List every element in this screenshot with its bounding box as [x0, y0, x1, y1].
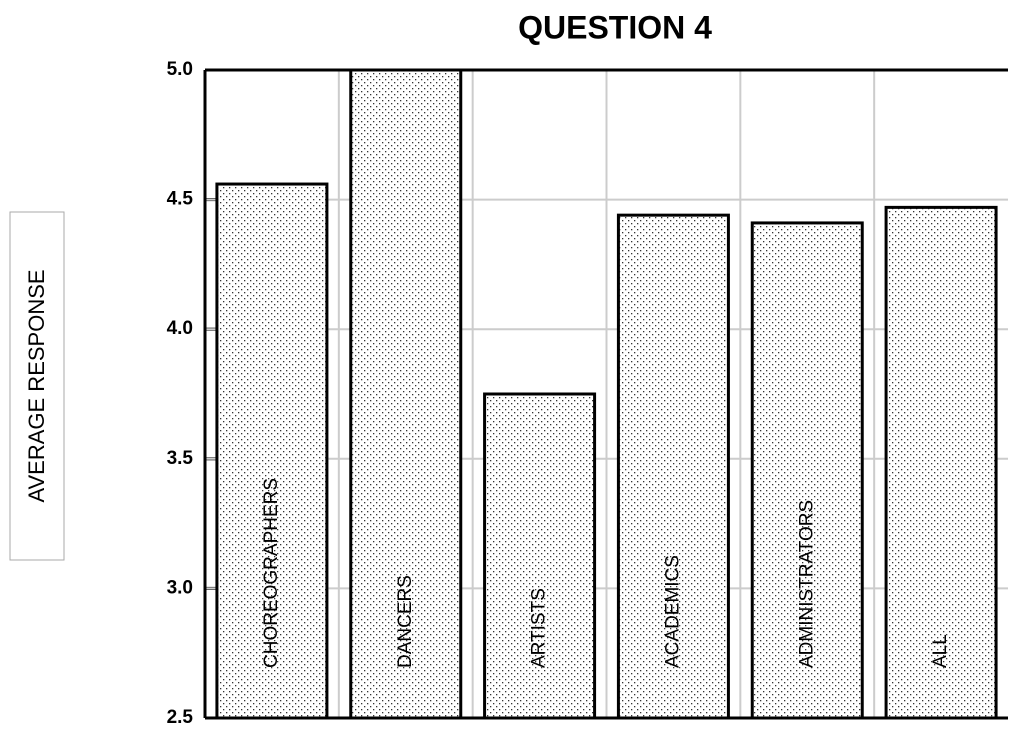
y-tick-label: 2.5 [167, 707, 194, 728]
x-tick-label: ADMINISTRATORS [796, 500, 817, 668]
y-tick-label: 3.0 [167, 577, 193, 598]
bar [750, 221, 864, 720]
x-tick-label: ARTISTS [529, 588, 550, 668]
bar [483, 392, 597, 720]
bar [616, 213, 730, 720]
x-tick-label: ACADEMICS [662, 555, 683, 668]
y-tick-label: 5.0 [167, 59, 193, 80]
bar [349, 68, 463, 720]
y-tick-label: 4.5 [167, 189, 194, 210]
x-tick-label: DANCERS [395, 575, 416, 668]
x-tick-label: ALL [930, 634, 951, 668]
chart-title: QUESTION 4 [518, 9, 712, 45]
y-axis-label: AVERAGE RESPONSE [24, 269, 49, 502]
y-tick-label: 3.5 [167, 448, 194, 469]
y-label-box [9, 211, 65, 561]
bar [884, 205, 998, 720]
bar [215, 182, 329, 720]
x-tick-label: CHOREOGRAPHERS [261, 478, 282, 668]
y-tick-label: 4.0 [167, 318, 193, 339]
